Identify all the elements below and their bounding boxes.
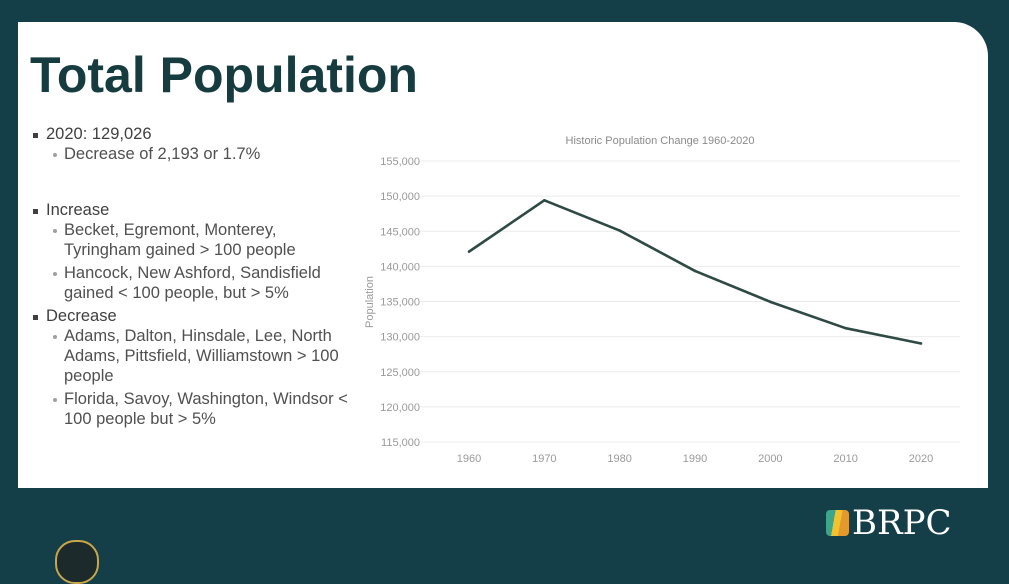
y-tick-label: 140,000 <box>380 261 420 273</box>
bullet-decrease-amount: Decrease of 2,193 or 1.7% <box>32 144 352 164</box>
data-point-1980 <box>618 229 621 232</box>
y-tick-label: 135,000 <box>380 297 420 309</box>
data-point-1990 <box>693 269 697 273</box>
x-tick-label: 2010 <box>833 453 857 465</box>
y-tick-label: 125,000 <box>380 367 420 379</box>
y-tick-label: 120,000 <box>380 402 420 414</box>
data-point-2000 <box>769 300 772 304</box>
bullet-list: 2020: 129,026 Decrease of 2,193 or 1.7% … <box>32 124 352 432</box>
x-tick-label: 2020 <box>909 453 933 465</box>
data-point-2010 <box>844 326 847 330</box>
chart-title: Historic Population Change 1960-2020 <box>566 135 755 147</box>
bullet-increase: Increase <box>32 200 352 220</box>
y-axis-label: Population <box>364 276 376 328</box>
brpc-logo-mark-icon <box>826 510 849 536</box>
bullet-increase-over-100: Becket, Egremont, Monterey, Tyringham ga… <box>32 220 352 260</box>
x-tick-label: 1970 <box>532 453 556 465</box>
brpc-logo-text: BRPC <box>852 503 952 543</box>
brpc-logo: BRPC <box>826 506 951 540</box>
data-point-1960 <box>467 250 471 253</box>
y-tick-label: 155,000 <box>380 156 420 168</box>
x-tick-label: 1990 <box>683 453 707 465</box>
y-tick-label: 115,000 <box>381 437 420 449</box>
bullet-increase-under-100: Hancock, New Ashford, Sandisfield gained… <box>32 263 352 303</box>
x-tick-label: 1960 <box>457 453 481 465</box>
population-line-chart: Historic Population Change 1960-2020 115,… <box>364 135 960 465</box>
slide: Total Population 2020: 129,026 Decrease … <box>18 22 988 488</box>
bullet-2020: 2020: 129,026 <box>32 124 352 144</box>
data-point-1970 <box>543 199 546 202</box>
bullet-decrease-over-100: Adams, Dalton, Hinsdale, Lee, North Adam… <box>32 326 352 386</box>
y-tick-label: 150,000 <box>380 191 420 203</box>
y-tick-label: 130,000 <box>380 332 420 344</box>
bullet-decrease-under-100: Florida, Savoy, Washington, Windsor < 10… <box>32 389 352 429</box>
y-tick-label: 145,000 <box>380 226 420 238</box>
seal-icon <box>55 540 99 584</box>
x-tick-label: 2000 <box>758 453 782 465</box>
data-point-2020 <box>919 342 923 345</box>
slide-title: Total Population <box>30 47 418 103</box>
bullet-decrease: Decrease <box>32 306 352 326</box>
x-tick-label: 1980 <box>607 453 631 465</box>
